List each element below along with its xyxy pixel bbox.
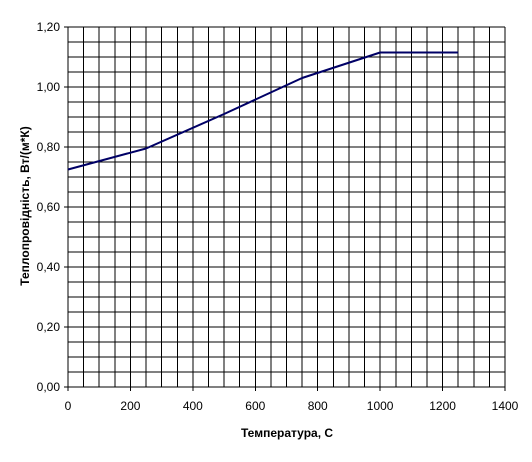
x-tick-label: 800 [308, 399, 328, 413]
series-line [67, 51, 459, 171]
x-tick-label: 600 [245, 399, 265, 413]
x-tick-label: 200 [120, 399, 140, 413]
y-tick-label: 1,20 [37, 20, 61, 34]
axes [64, 26, 506, 391]
x-tick-label: 1400 [492, 399, 519, 413]
x-tick-label: 400 [183, 399, 203, 413]
y-tick-label: 0,80 [37, 140, 61, 154]
x-tick-label: 0 [65, 399, 72, 413]
grid [67, 26, 506, 388]
series-layer [67, 51, 459, 171]
x-tick-label: 1000 [367, 399, 394, 413]
x-tick-labels: 0 200 400 600 800 1000 1200 1400 [65, 399, 519, 413]
y-tick-labels: 0,00 0,20 0,40 0,60 0,80 1,00 1,20 [37, 20, 61, 394]
y-tick-label: 0,00 [37, 380, 61, 394]
x-axis-title: Температура, С [241, 426, 333, 440]
y-axis-title: Теплопровідність, Вт/(м*К) [18, 126, 32, 285]
y-tick-label: 0,20 [37, 320, 61, 334]
x-tick-label: 1200 [429, 399, 456, 413]
y-tick-label: 1,00 [37, 80, 61, 94]
y-tick-label: 0,60 [37, 200, 61, 214]
y-tick-label: 0,40 [37, 260, 61, 274]
